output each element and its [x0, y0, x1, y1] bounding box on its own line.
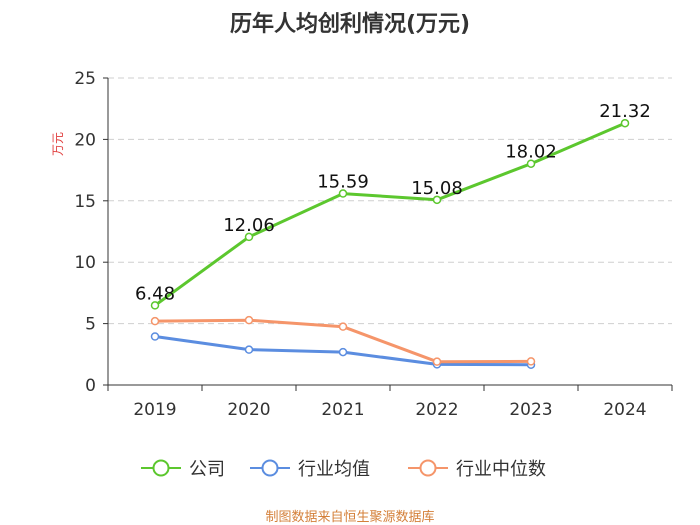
legend-marker [152, 459, 170, 477]
x-tick-label: 2020 [227, 400, 270, 420]
data-point [338, 347, 348, 357]
data-point [244, 345, 254, 354]
legend-label: 公司 [189, 459, 225, 480]
y-tick-label: 0 [85, 376, 96, 396]
y-tick-label: 25 [74, 69, 96, 89]
source-note: 制图数据来自恒生聚源数据库 [265, 510, 435, 525]
legend-marker [419, 459, 437, 477]
data-point [150, 316, 160, 326]
data-point [432, 357, 442, 366]
data-point [338, 322, 348, 331]
x-tick-label: 2019 [133, 400, 176, 420]
data-point [244, 315, 254, 325]
data-label: 21.32 [599, 101, 651, 122]
legend-label: 行业均值 [298, 459, 370, 480]
data-label: 18.02 [505, 142, 557, 163]
data-point [244, 232, 254, 242]
data-point [526, 357, 536, 366]
data-label: 6.48 [135, 283, 175, 304]
y-tick-label: 15 [74, 192, 96, 212]
series-line-0 [154, 121, 626, 307]
x-tick-label: 2024 [603, 400, 646, 420]
data-point [150, 332, 160, 341]
data-label: 15.59 [317, 172, 369, 193]
chart-title: 历年人均创利情况(万元) [229, 12, 471, 37]
data-point [432, 195, 442, 205]
data-point [338, 189, 348, 198]
legend-marker [261, 459, 279, 477]
y-axis-label: 万元 [51, 132, 65, 156]
data-point [150, 301, 160, 310]
x-tick-label: 2022 [415, 400, 458, 420]
y-tick-label: 20 [74, 130, 96, 150]
data-label: 12.06 [223, 215, 275, 236]
data-point [620, 118, 630, 128]
legend-label: 行业中位数 [456, 459, 546, 480]
x-tick-label: 2021 [321, 400, 364, 420]
data-point [526, 159, 536, 168]
y-tick-label: 10 [74, 253, 96, 273]
data-label: 15.08 [411, 178, 463, 199]
y-tick-label: 5 [85, 315, 96, 335]
x-tick-label: 2023 [509, 400, 552, 420]
